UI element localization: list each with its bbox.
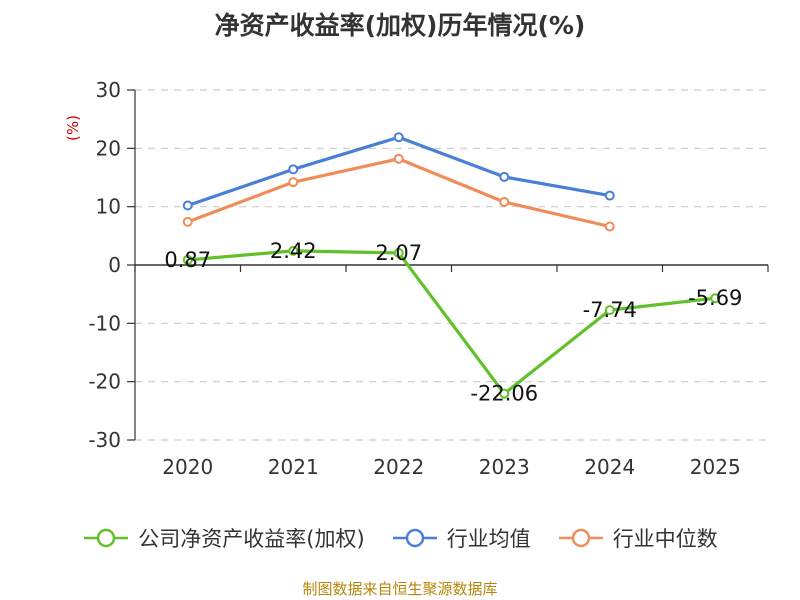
data-label: -22.06	[470, 382, 538, 406]
data-point	[710, 293, 721, 304]
legend-swatch	[84, 528, 129, 548]
y-tick-label: 20	[96, 136, 121, 160]
legend-item: 行业均值	[391, 523, 531, 553]
data-point	[604, 305, 615, 316]
source-note: 制图数据来自恒生聚源数据库	[302, 580, 498, 598]
data-label: -5.69	[688, 286, 742, 310]
data-point	[499, 197, 510, 207]
series	[182, 132, 721, 399]
legend-item: 公司净资产收益率(加权)	[82, 523, 365, 553]
y-tick-label: 30	[96, 78, 121, 102]
y-tick-label: 0	[108, 253, 121, 277]
chart-title: 净资产收益率(加权)历年情况(%)	[214, 11, 586, 40]
data-point	[393, 132, 404, 143]
y-tick-label: 10	[96, 195, 121, 219]
series-line	[187, 249, 716, 396]
data-point	[393, 153, 404, 164]
data-labels: 0.87 2.42 2.07 -22.06 -7.74 -5.69	[164, 239, 742, 406]
y-axis-unit-label: (%)	[64, 115, 82, 141]
legend-label: 公司净资产收益率(加权)	[138, 527, 365, 551]
y-tick-label: -10	[88, 311, 121, 335]
y-tick-label: -30	[88, 428, 121, 452]
legend-item: 行业中位数	[557, 523, 718, 553]
data-label: 2.07	[375, 241, 422, 265]
data-point	[604, 221, 615, 232]
data-point	[499, 171, 510, 182]
legend: 公司净资产收益率(加权) 行业均值 行业中位数	[0, 520, 800, 556]
data-label: 2.42	[270, 239, 317, 263]
data-point	[182, 200, 193, 211]
data-point	[288, 164, 299, 175]
data-label: -7.74	[583, 298, 637, 322]
data-point	[288, 177, 299, 188]
legend-swatch	[558, 528, 603, 548]
series-line	[187, 135, 611, 208]
data-point	[288, 245, 299, 256]
x-tick-label: 2022	[373, 455, 424, 479]
data-point	[393, 247, 404, 258]
x-tick-label: 2021	[268, 455, 319, 479]
data-point	[182, 216, 193, 227]
legend-swatch	[392, 528, 437, 548]
x-tick-label: 2024	[584, 455, 635, 479]
legend-label: 行业均值	[446, 527, 531, 551]
axes: 30 20 10 0 -10 -20 -30 2020 2021 2022 2023 2024 2025	[88, 78, 769, 479]
y-tick-label: -20	[88, 370, 121, 394]
data-point	[604, 190, 615, 201]
x-tick-label: 2020	[162, 455, 213, 479]
x-tick-label: 2023	[479, 455, 530, 479]
data-point	[499, 388, 510, 399]
x-tick-label: 2025	[690, 455, 741, 479]
legend-label: 行业中位数	[612, 527, 718, 551]
data-label: 0.87	[164, 248, 211, 272]
data-point	[182, 254, 193, 265]
series-line	[187, 157, 611, 229]
